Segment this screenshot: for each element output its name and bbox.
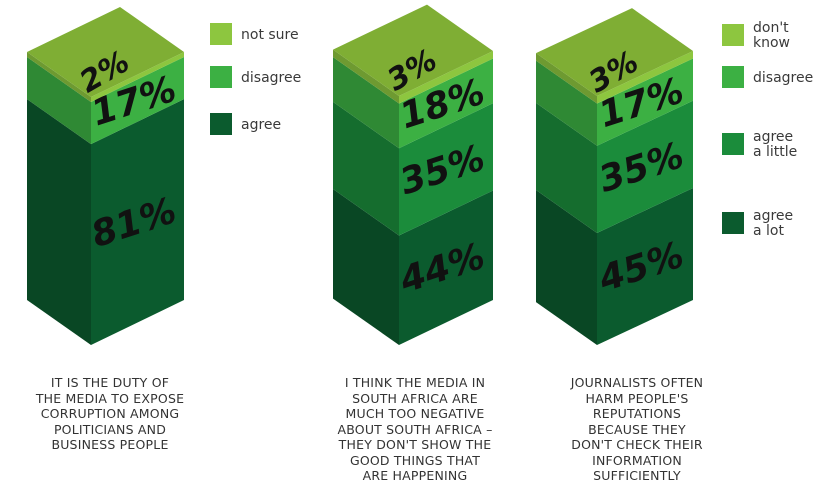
legend-label-line: know (753, 35, 790, 51)
legend-label: disagree (241, 70, 301, 86)
legend-label-line: agree (241, 117, 281, 133)
bar-segment-agree-a-lot (597, 187, 693, 345)
bar-side-don-t-know (333, 49, 399, 104)
bar-top-face (536, 8, 693, 96)
legend-swatch (722, 212, 744, 234)
caption-line: POLITICIANS AND (53, 421, 167, 437)
caption-line: ARE HAPPENING (362, 468, 468, 483)
caption-line: INFORMATION (592, 452, 682, 468)
legend-label: not sure (241, 27, 299, 43)
bar-side-not-sure (27, 52, 91, 102)
bar-top-face (27, 7, 184, 97)
caption-line: THEY DON'T SHOW THE (338, 437, 492, 452)
bar-segment-agree-a-lot (399, 190, 493, 345)
bar-segment-disagree (91, 56, 184, 145)
caption-chart-1: IT IS THE DUTY OF THE MEDIA TO EXPOSE CO… (0, 375, 220, 453)
caption-line: MUCH TOO NEGATIVE (345, 406, 485, 421)
bar-segment-don-t-know (597, 51, 693, 104)
bar-side-agree-a-lot (333, 189, 399, 345)
bar-segment-not-sure (91, 52, 184, 102)
bar-segment-agree-a-little (597, 100, 693, 233)
legend-label-line: agree (753, 208, 793, 224)
legend-label: agree a little (753, 129, 797, 160)
legend-label: agree a lot (753, 208, 793, 239)
legend-label: disagree (753, 70, 813, 86)
caption-line: CORRUPTION AMONG (40, 406, 180, 421)
legend-label-line: don't (753, 20, 789, 36)
legend-label-line: a lot (753, 223, 784, 239)
bar-side-agree-a-little (536, 102, 597, 233)
legend-swatch (210, 113, 232, 135)
caption-line: JOURNALISTS OFTEN (570, 375, 704, 390)
caption-line: GOOD THINGS THAT (349, 452, 481, 468)
caption-line: DON'T CHECK THEIR (571, 437, 703, 452)
chart-2: 44%35%18%3% (333, 4, 493, 345)
legend-swatch (722, 66, 744, 88)
bar-side-disagree (536, 60, 597, 146)
legend-label: agree (241, 117, 281, 133)
bar-side-don-t-know (536, 53, 597, 104)
chart-3: 45%35%17%3% (536, 8, 693, 345)
caption-line: SOUTH AFRICA ARE (352, 390, 478, 406)
bar-segment-disagree (597, 58, 693, 146)
bar-top-face (333, 4, 493, 96)
caption-line: ABOUT SOUTH AFRICA – (337, 421, 493, 437)
legend-swatch (722, 24, 744, 46)
bar-side-agree-a-little (333, 101, 399, 236)
legend-label-line: agree (753, 129, 793, 145)
legend-chart-1: not sure disagree agree (210, 23, 301, 135)
bar-side-agree (27, 99, 91, 346)
caption-line: THE MEDIA TO EXPOSE (35, 390, 185, 406)
legend-label-line: not sure (241, 27, 299, 43)
bar-segment-agree-a-little (399, 103, 493, 236)
caption-line: REPUTATIONS (592, 406, 682, 421)
chart-1: 81%17%2% (27, 7, 184, 346)
legend-swatch (210, 66, 232, 88)
bar-side-agree-a-lot (536, 190, 597, 345)
bar-segment-disagree (399, 58, 493, 149)
caption-line: BECAUSE THEY (588, 421, 686, 437)
legend-label-line: a little (753, 144, 797, 160)
bar-side-disagree (333, 57, 399, 149)
legend-label: don't know (753, 20, 790, 51)
caption-line: HARM PEOPLE'S (585, 390, 689, 406)
bar-segment-agree (91, 99, 184, 346)
legend-label-line: disagree (753, 70, 813, 86)
caption-chart-2: I THINK THE MEDIA IN SOUTH AFRICA ARE MU… (305, 375, 525, 484)
caption-line: SUFFICIENTLY (593, 468, 681, 483)
legend-label-line: disagree (241, 70, 301, 86)
caption-line: IT IS THE DUTY OF (50, 375, 170, 390)
legend-swatch (722, 133, 744, 155)
bar-side-disagree (27, 56, 91, 145)
caption-chart-3: JOURNALISTS OFTEN HARM PEOPLE'S REPUTATI… (527, 375, 747, 484)
caption-line: I THINK THE MEDIA IN (344, 375, 486, 390)
legend-swatch (210, 23, 232, 45)
bar-segment-don-t-know (399, 51, 493, 104)
caption-line: BUSINESS PEOPLE (51, 437, 169, 452)
